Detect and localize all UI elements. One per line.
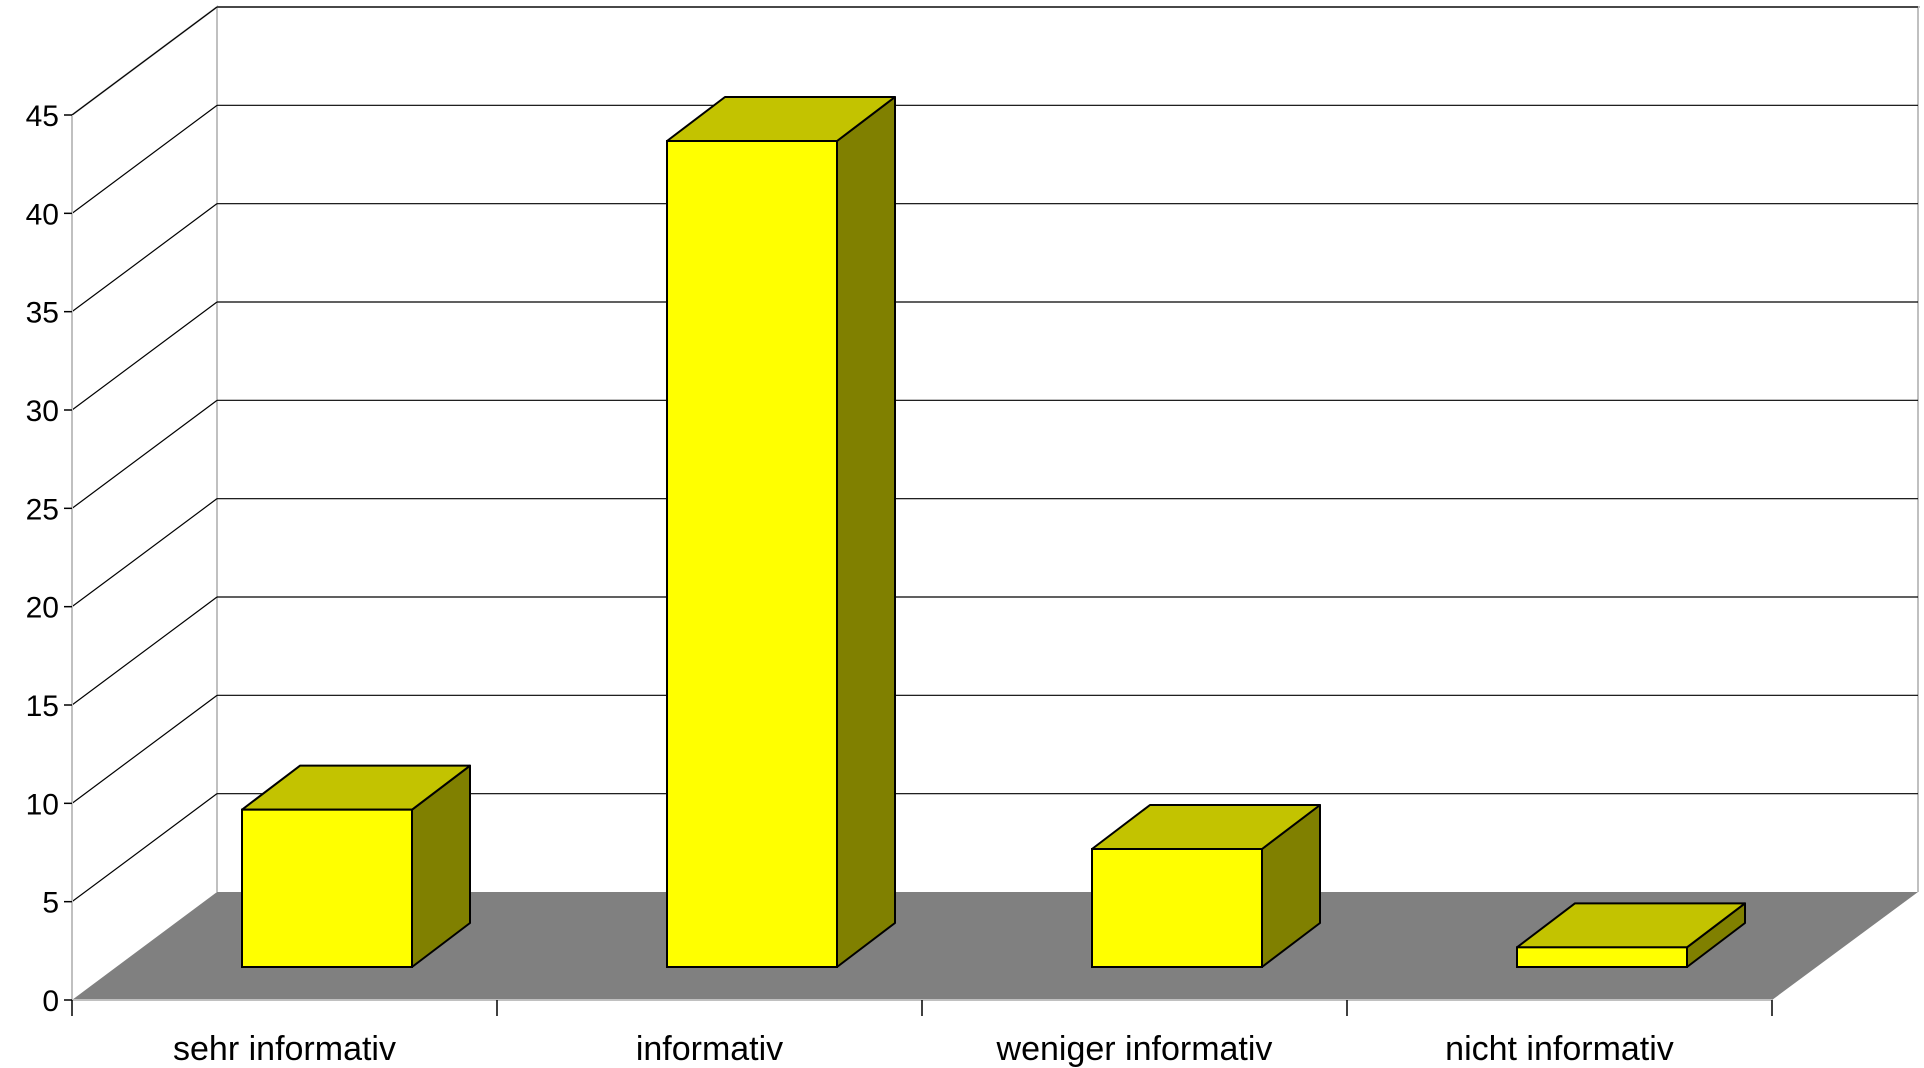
- chart-floor: [72, 892, 1918, 1000]
- gridlines: [71, 6, 1918, 903]
- y-tick-label: 40: [26, 198, 59, 231]
- y-tick-label: 30: [26, 395, 59, 428]
- y-tick-label: 25: [26, 493, 59, 526]
- bar-4: [1516, 902, 1746, 968]
- y-axis-ticks: 0 5 10 15 20 25 30 35 40 45: [26, 100, 72, 1018]
- gridline-side: [71, 694, 218, 804]
- x-axis-labels: sehr informativ informativ weniger informa…: [71, 1000, 1773, 1068]
- gridline-side: [71, 596, 218, 706]
- bar-front-4: [1516, 946, 1688, 968]
- y-tick-label: 20: [26, 592, 59, 625]
- x-category-label: sehr informativ: [173, 1030, 396, 1068]
- gridline-side: [71, 203, 218, 313]
- y-tick-label: 45: [26, 100, 59, 133]
- x-category-label: weniger informativ: [996, 1030, 1273, 1068]
- x-category-label: informativ: [636, 1030, 783, 1068]
- bar-1: [241, 764, 471, 969]
- gridline-side: [71, 498, 218, 608]
- bar-3: [1091, 804, 1321, 968]
- gridline-side: [71, 301, 218, 411]
- floor-plane: [72, 892, 1918, 1000]
- bar-series: [241, 96, 1746, 969]
- bar-side-2: [836, 96, 896, 968]
- x-category-label: nicht informativ: [1445, 1030, 1674, 1068]
- bar-front-2: [666, 140, 838, 968]
- bar-2: [666, 96, 896, 968]
- chart-walls: [71, 5, 1920, 892]
- gridline-side: [71, 793, 218, 903]
- bar-front-1: [241, 808, 413, 969]
- y-tick-label: 35: [26, 297, 59, 330]
- y-tick-label: 15: [26, 690, 59, 723]
- gridline-side: [71, 399, 218, 509]
- y-tick-label: 10: [26, 788, 59, 821]
- y-tick-label: 0: [42, 985, 59, 1018]
- gridline-side: [71, 104, 218, 214]
- side-wall-edge: [71, 5, 218, 892]
- bar-front-3: [1091, 848, 1263, 968]
- gridline-side: [71, 6, 218, 116]
- y-tick-label: 5: [42, 887, 59, 920]
